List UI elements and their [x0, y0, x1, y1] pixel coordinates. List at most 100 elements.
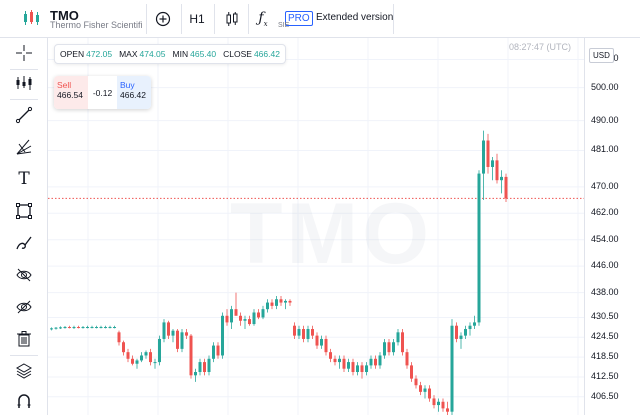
candle-body	[153, 362, 157, 364]
candle-body	[180, 332, 184, 349]
indicators-icon	[16, 76, 32, 90]
toolbar-divider	[248, 4, 249, 34]
candle-body	[167, 322, 170, 336]
candle-body	[185, 332, 188, 336]
candle-body	[333, 358, 337, 363]
candle-type-icon	[226, 12, 238, 26]
magnet-tool[interactable]	[10, 388, 38, 414]
candle-body	[369, 358, 373, 366]
candle-body	[320, 338, 323, 346]
symbol-name: Thermo Fisher Scientific	[50, 20, 142, 30]
plus-circle-icon	[155, 11, 171, 27]
price-tick: 490.00	[591, 114, 619, 125]
candle-body	[383, 342, 386, 356]
candle-body	[171, 330, 175, 336]
pro-badge[interactable]: PRO	[285, 11, 313, 26]
fork-tool[interactable]	[10, 134, 38, 160]
candle-body	[284, 300, 287, 303]
candle-body	[342, 358, 346, 369]
candle-body	[216, 345, 220, 356]
candle-body	[405, 352, 409, 366]
candle-body	[189, 335, 193, 376]
exchange-suffix: SIE	[278, 22, 290, 29]
symbol-ticker[interactable]: TMO	[50, 8, 79, 23]
candle-body	[351, 362, 355, 373]
symbol-watermark: TMO	[230, 186, 434, 282]
drawing-toolbar: T	[0, 38, 48, 415]
hide-icon	[16, 268, 32, 282]
buy-price: 466.42	[120, 90, 146, 100]
min-label: MIN	[172, 49, 189, 59]
rectangle-tool[interactable]	[10, 198, 38, 224]
candle-body	[428, 388, 431, 399]
timeframe-button[interactable]: H1	[189, 12, 205, 26]
price-tick: 500.00	[591, 81, 619, 92]
layers-tool[interactable]	[10, 358, 38, 384]
max-label: MAX	[119, 49, 138, 59]
toolbar-divider	[10, 355, 38, 356]
candle-body	[140, 355, 143, 361]
candle-body	[50, 328, 53, 330]
toolbar-divider	[10, 69, 38, 70]
trend-line-icon	[15, 106, 33, 124]
delete-drawings-tool[interactable]	[10, 326, 38, 352]
price-axis[interactable]: 508.50500.00490.00481.00470.00462.00454.…	[584, 38, 640, 415]
crosshair-tool[interactable]	[10, 40, 38, 66]
price-tick: 446.00	[591, 260, 619, 271]
candle-body	[95, 327, 98, 329]
show-drawings-tool[interactable]	[10, 294, 38, 320]
chart-type-button[interactable]	[220, 6, 244, 32]
candle-body	[495, 160, 499, 181]
candle-body	[504, 176, 508, 199]
candle-body	[347, 362, 350, 369]
price-tick: 430.50	[591, 311, 619, 322]
candle-body	[126, 352, 130, 359]
candle-body	[104, 327, 107, 329]
candle-body	[464, 329, 467, 336]
price-tick: 454.00	[591, 233, 619, 244]
candle-body	[401, 332, 404, 353]
candle-body	[194, 372, 197, 376]
candle-body	[117, 332, 121, 343]
candle-body	[302, 329, 305, 339]
toolbar-divider	[393, 4, 394, 34]
chart-clock: 08:27:47 (UTC)	[509, 42, 572, 52]
magnet-icon	[17, 394, 31, 408]
eye-icon	[16, 300, 32, 314]
price-tick: 418.50	[591, 351, 619, 362]
trend-line-tool[interactable]	[10, 102, 38, 128]
spread-value: -0.12	[92, 87, 113, 98]
candle-body	[225, 315, 229, 323]
indicators-tool[interactable]	[10, 70, 38, 96]
candle-body	[311, 329, 314, 336]
layers-icon	[15, 363, 33, 379]
sell-button[interactable]: Sell 466.54	[54, 76, 88, 109]
candles-logo-icon	[24, 10, 39, 25]
candle-body	[99, 327, 103, 329]
candle-body	[387, 342, 391, 353]
add-symbol-button[interactable]	[150, 6, 176, 32]
candle-body	[482, 140, 485, 174]
indicators-button[interactable]: ƒx	[252, 6, 274, 32]
candle-body	[410, 365, 413, 379]
candle-body	[293, 325, 296, 336]
price-tick: 424.50	[591, 331, 619, 342]
price-chart[interactable]	[48, 38, 584, 415]
extended-version-link[interactable]: Extended version	[316, 12, 394, 23]
hide-drawings-tool[interactable]	[10, 262, 38, 288]
price-tick: 470.00	[591, 180, 619, 191]
buy-button[interactable]: Buy 466.42	[117, 76, 151, 109]
candle-body	[446, 408, 449, 412]
candle-body	[396, 332, 400, 343]
price-tick: 438.00	[591, 286, 619, 297]
candle-body	[144, 352, 148, 356]
candle-body	[437, 401, 440, 406]
candle-body	[162, 322, 166, 339]
price-tick: 406.50	[591, 390, 619, 401]
brush-tool[interactable]	[10, 230, 38, 256]
text-tool[interactable]: T	[10, 166, 38, 192]
currency-badge[interactable]: USD	[589, 48, 614, 63]
buy-label: Buy	[120, 80, 135, 90]
candle-body	[392, 342, 395, 353]
candle-body	[266, 302, 269, 310]
